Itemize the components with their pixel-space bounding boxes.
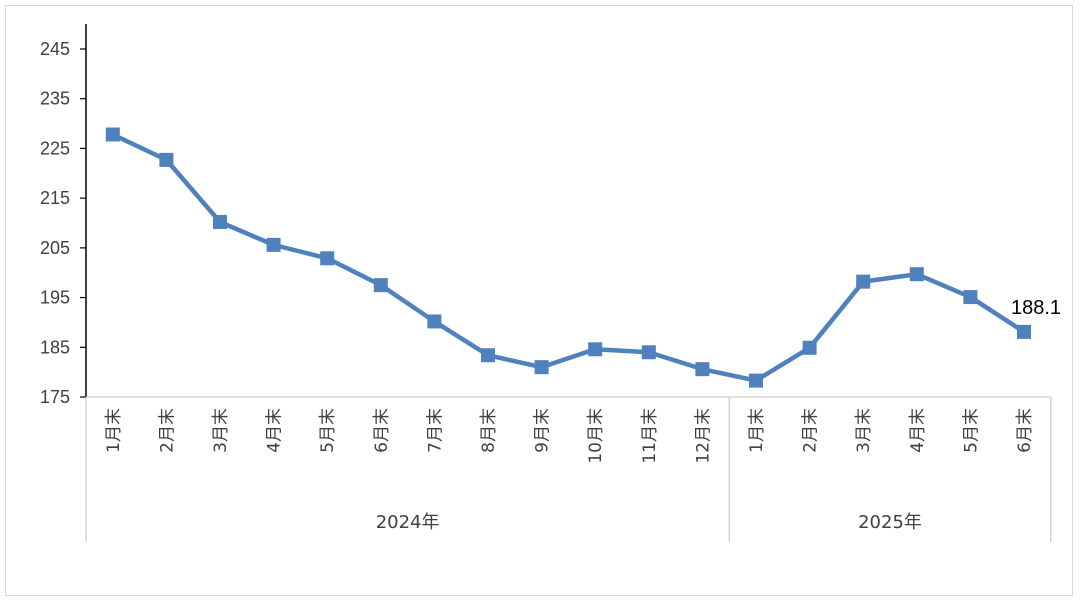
x-category-label: 1月末 xyxy=(104,408,124,453)
x-category-label: 8月末 xyxy=(479,408,499,453)
data-point-marker xyxy=(856,274,871,289)
x-category-label: 12月末 xyxy=(693,408,713,464)
x-category-label: 1月末 xyxy=(747,408,767,453)
data-point-marker xyxy=(1017,324,1031,339)
data-point-marker xyxy=(534,360,549,375)
data-point-marker xyxy=(320,251,335,266)
y-tick-label: 205 xyxy=(40,238,70,258)
x-category-label: 4月末 xyxy=(265,408,285,453)
data-point-marker xyxy=(588,342,603,357)
y-tick-label: 215 xyxy=(40,188,70,208)
y-tick-label: 175 xyxy=(40,387,70,407)
x-category-label: 6月末 xyxy=(372,408,392,453)
x-category-label: 6月末 xyxy=(1015,408,1035,453)
data-point-marker xyxy=(909,267,924,282)
y-tick-label: 245 xyxy=(40,39,70,59)
x-category-label: 9月末 xyxy=(533,408,553,453)
data-point-marker xyxy=(695,362,710,377)
data-point-marker xyxy=(105,127,120,142)
x-category-label: 3月末 xyxy=(854,408,874,453)
data-label: 188.1 xyxy=(1011,297,1061,319)
data-point-marker xyxy=(802,340,817,355)
data-point-marker xyxy=(213,215,227,230)
chart-frame xyxy=(5,5,1073,596)
series-line xyxy=(111,132,1026,383)
x-category-label: 4月末 xyxy=(908,408,928,453)
y-tick-label: 225 xyxy=(40,138,70,158)
data-point-marker xyxy=(641,345,656,360)
data-point-marker xyxy=(373,278,388,293)
data-point-marker xyxy=(427,314,442,329)
data-point-marker xyxy=(749,373,763,388)
x-group-label: 2024年 xyxy=(376,512,440,533)
data-point-marker xyxy=(159,152,174,167)
y-tick-label: 235 xyxy=(40,89,70,109)
x-category-label: 10月末 xyxy=(586,408,606,464)
y-tick-label: 185 xyxy=(40,337,70,357)
data-point-marker xyxy=(963,290,978,305)
y-tick-label: 195 xyxy=(40,288,70,308)
x-category-label: 2月末 xyxy=(801,408,821,453)
x-category-label: 5月末 xyxy=(318,408,338,453)
x-category-label: 5月末 xyxy=(961,408,981,453)
x-category-label: 3月末 xyxy=(211,408,231,453)
data-point-marker xyxy=(266,237,281,252)
x-group-label: 2025年 xyxy=(858,512,922,533)
x-category-label: 7月末 xyxy=(425,408,445,453)
x-category-label: 11月末 xyxy=(640,408,660,464)
data-point-marker xyxy=(481,348,495,363)
x-category-label: 2月末 xyxy=(157,408,177,453)
